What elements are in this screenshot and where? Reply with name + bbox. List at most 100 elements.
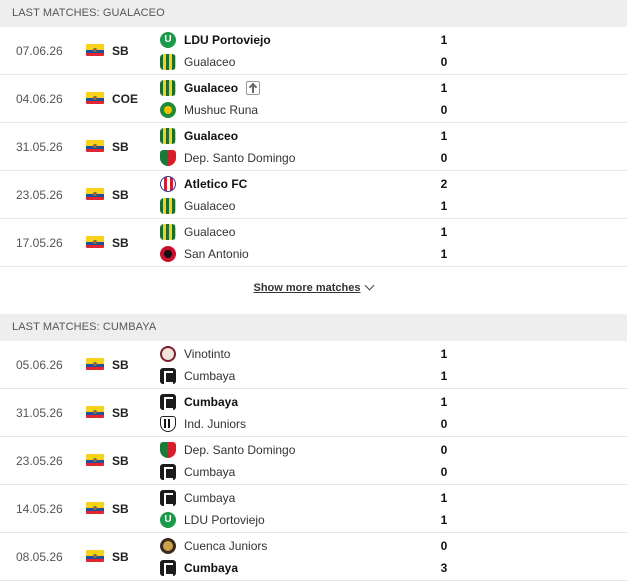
ecuador-flag-icon xyxy=(86,406,104,418)
advance-arrow-icon xyxy=(246,81,261,95)
match-row[interactable]: 07.06.26 SB LDU Portoviejo 1 Gualaceo 0 xyxy=(0,27,627,75)
match-date: 23.05.26 xyxy=(16,188,63,202)
home-score: 2 xyxy=(440,177,448,191)
competition-label: SB xyxy=(112,502,129,516)
away-team-name[interactable]: Mushuc Runa xyxy=(184,103,259,117)
away-team[interactable]: Cumbaya xyxy=(160,558,238,578)
away-team-name[interactable]: Cumbaya xyxy=(184,369,236,383)
team-logo-icon xyxy=(160,150,176,166)
away-team-name[interactable]: Cumbaya xyxy=(184,465,236,479)
competition-label: SB xyxy=(112,358,129,372)
team-logo-icon xyxy=(160,512,176,528)
away-score: 0 xyxy=(440,151,448,165)
home-team[interactable]: Cuenca Juniors xyxy=(160,536,267,556)
match-row[interactable]: 23.05.26 SB Dep. Santo Domingo 0 Cumbaya 0 xyxy=(0,437,627,485)
team-logo-icon xyxy=(160,464,176,480)
competition-label: SB xyxy=(112,550,129,564)
away-team[interactable]: Gualaceo xyxy=(160,52,235,72)
ecuador-flag-icon xyxy=(86,188,104,200)
ecuador-flag-icon xyxy=(86,92,104,104)
away-team[interactable]: Gualaceo xyxy=(160,196,235,216)
match-row[interactable]: 17.05.26 SB Gualaceo 1 San Antonio 1 xyxy=(0,219,627,267)
match-date: 07.06.26 xyxy=(16,44,63,58)
match-row[interactable]: 31.05.26 SB Gualaceo 1 Dep. Santo Domingo 0 xyxy=(0,123,627,171)
match-date: 04.06.26 xyxy=(16,92,63,106)
show-more-label[interactable]: Show more matches xyxy=(253,282,361,294)
competition-label: SB xyxy=(112,236,129,250)
ecuador-flag-icon xyxy=(86,44,104,56)
away-team[interactable]: San Antonio xyxy=(160,244,249,264)
team-logo-icon xyxy=(160,102,176,118)
competition-label: SB xyxy=(112,454,129,468)
home-team-name[interactable]: LDU Portoviejo xyxy=(184,33,271,47)
away-team[interactable]: Cumbaya xyxy=(160,366,235,386)
home-team[interactable]: Atletico FC xyxy=(160,174,247,194)
away-team-name[interactable]: Gualaceo xyxy=(184,55,236,69)
home-team-name[interactable]: Gualaceo xyxy=(184,81,239,95)
team-logo-icon xyxy=(160,416,176,432)
team-logo-icon xyxy=(160,32,176,48)
home-team[interactable]: Vinotinto xyxy=(160,344,230,364)
home-team[interactable]: LDU Portoviejo xyxy=(160,30,271,50)
away-team[interactable]: LDU Portoviejo xyxy=(160,510,265,530)
section-header-cumbaya: LAST MATCHES: CUMBAYA xyxy=(0,314,627,341)
match-date: 08.05.26 xyxy=(16,550,63,564)
away-team-name[interactable]: San Antonio xyxy=(184,247,249,261)
away-team-name[interactable]: Cumbaya xyxy=(184,561,239,575)
home-team[interactable]: Cumbaya xyxy=(160,488,235,508)
away-score: 0 xyxy=(440,465,448,479)
away-team[interactable]: Mushuc Runa xyxy=(160,100,258,120)
match-row[interactable]: 23.05.26 SB Atletico FC 2 Gualaceo 1 xyxy=(0,171,627,219)
match-row[interactable]: 05.06.26 SB Vinotinto 1 Cumbaya 1 xyxy=(0,341,627,389)
match-date: 17.05.26 xyxy=(16,236,63,250)
match-date: 31.05.26 xyxy=(16,406,63,420)
home-score: 1 xyxy=(440,225,448,239)
team-logo-icon xyxy=(160,246,176,262)
home-team-name[interactable]: Vinotinto xyxy=(184,347,231,361)
team-logo-icon xyxy=(160,128,176,144)
ecuador-flag-icon xyxy=(86,454,104,466)
team-logo-icon xyxy=(160,176,176,192)
home-score: 0 xyxy=(440,539,448,553)
chevron-down-icon[interactable] xyxy=(365,280,375,291)
away-score: 1 xyxy=(440,513,448,527)
home-team[interactable]: Gualaceo xyxy=(160,126,238,146)
match-row[interactable]: 08.05.26 SB Cuenca Juniors 0 Cumbaya 3 xyxy=(0,533,627,581)
home-team[interactable]: Gualaceo xyxy=(160,222,235,242)
away-team-name[interactable]: Ind. Juniors xyxy=(184,417,247,431)
away-team[interactable]: Ind. Juniors xyxy=(160,414,246,434)
show-more-matches[interactable]: Show more matches xyxy=(0,268,627,306)
team-logo-icon xyxy=(160,54,176,70)
away-team[interactable]: Cumbaya xyxy=(160,462,235,482)
match-row[interactable]: 04.06.26 COE Gualaceo 1 Mushuc Runa 0 xyxy=(0,75,627,123)
home-team[interactable]: Gualaceo xyxy=(160,78,261,98)
ecuador-flag-icon xyxy=(86,550,104,562)
away-team[interactable]: Dep. Santo Domingo xyxy=(160,148,295,168)
home-team[interactable]: Cumbaya xyxy=(160,392,238,412)
team-logo-icon xyxy=(160,394,176,410)
ecuador-flag-icon xyxy=(86,140,104,152)
away-team-name[interactable]: LDU Portoviejo xyxy=(184,513,265,527)
competition-label: SB xyxy=(112,188,129,202)
match-date: 31.05.26 xyxy=(16,140,63,154)
home-team-name[interactable]: Cuenca Juniors xyxy=(184,539,268,553)
away-team-name[interactable]: Dep. Santo Domingo xyxy=(184,151,296,165)
team-logo-icon xyxy=(160,368,176,384)
away-team-name[interactable]: Gualaceo xyxy=(184,199,236,213)
home-team-name[interactable]: Cumbaya xyxy=(184,395,239,409)
team-logo-icon xyxy=(160,198,176,214)
match-row[interactable]: 14.05.26 SB Cumbaya 1 LDU Portoviejo 1 xyxy=(0,485,627,533)
home-team[interactable]: Dep. Santo Domingo xyxy=(160,440,295,460)
home-team-name[interactable]: Cumbaya xyxy=(184,491,236,505)
home-score: 1 xyxy=(440,81,448,95)
match-row[interactable]: 31.05.26 SB Cumbaya 1 Ind. Juniors 0 xyxy=(0,389,627,437)
match-date: 23.05.26 xyxy=(16,454,63,468)
home-team-name[interactable]: Gualaceo xyxy=(184,225,236,239)
home-team-name[interactable]: Dep. Santo Domingo xyxy=(184,443,296,457)
home-team-name[interactable]: Atletico FC xyxy=(184,177,248,191)
ecuador-flag-icon xyxy=(86,236,104,248)
home-score: 1 xyxy=(440,395,448,409)
home-score: 0 xyxy=(440,443,448,457)
home-team-name[interactable]: Gualaceo xyxy=(184,129,239,143)
section-header-gualaceo: LAST MATCHES: GUALACEO xyxy=(0,0,627,27)
